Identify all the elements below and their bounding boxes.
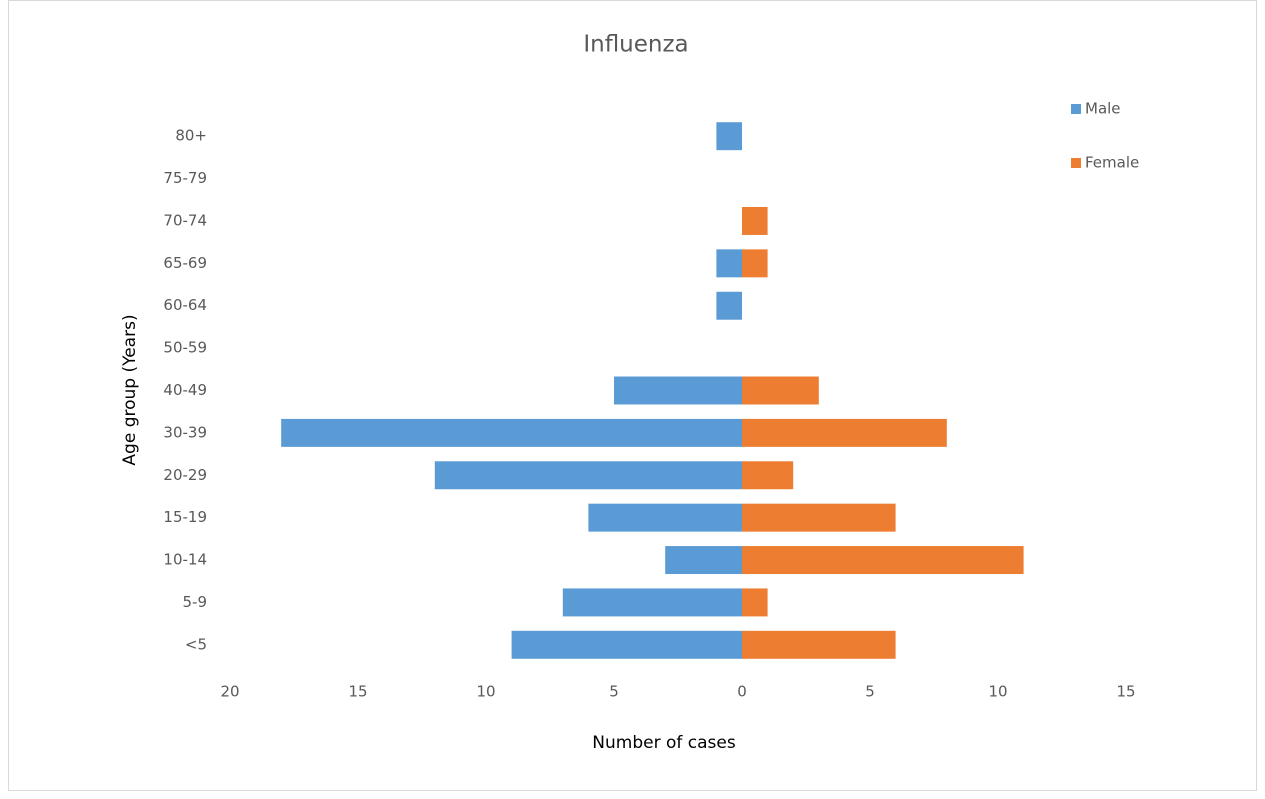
y-tick-label: <5 [185,635,207,653]
bar [742,249,768,278]
x-tick-label: 0 [737,683,747,701]
y-tick-label: 75-79 [163,169,207,187]
bar [588,503,742,532]
legend-label: Male [1085,100,1121,118]
x-tick-label: 5 [865,683,875,701]
legend-label: Female [1085,154,1139,172]
bar [716,249,742,278]
y-tick-label: 65-69 [163,254,207,272]
bar [742,376,819,405]
bar [742,503,896,532]
bar [742,418,947,447]
y-tick-label: 5-9 [183,593,208,611]
bar [665,546,742,575]
bar [614,376,742,405]
legend-swatch [1071,104,1081,114]
x-axis-label: Number of cases [592,733,736,753]
bar [281,418,742,447]
bar [562,588,742,617]
bar [716,122,742,151]
chart-title: Influenza [583,32,688,58]
x-tick-label: 15 [1116,683,1135,701]
y-tick-label: 20-29 [163,466,207,484]
bar [716,291,742,320]
bar [742,630,896,659]
y-tick-label: 60-64 [163,296,207,314]
x-tick-label: 15 [348,683,367,701]
bar [742,588,768,617]
x-tick-label: 5 [609,683,619,701]
y-axis-label: Age group (Years) [120,314,140,465]
legend-swatch [1071,158,1081,168]
bar [511,630,742,659]
x-tick-label: 10 [476,683,495,701]
x-tick-label: 20 [220,683,239,701]
y-tick-label: 15-19 [163,508,207,526]
bar [434,461,742,490]
x-tick-label: 10 [988,683,1007,701]
y-tick-label: 30-39 [163,423,207,441]
y-tick-label: 70-74 [163,211,207,229]
y-tick-label: 80+ [175,127,207,145]
y-tick-label: 40-49 [163,381,207,399]
bar [742,546,1024,575]
bar [742,461,794,490]
y-tick-label: 10-14 [163,551,207,569]
y-tick-label: 50-59 [163,339,207,357]
bar [742,206,768,235]
